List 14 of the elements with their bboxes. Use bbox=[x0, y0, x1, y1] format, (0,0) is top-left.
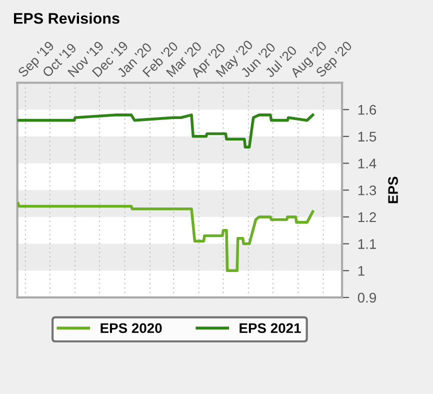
line-series bbox=[17, 114, 314, 149]
y-tick-label: 0.9 bbox=[358, 292, 376, 303]
y-tick-label: 1.6 bbox=[358, 104, 376, 115]
legend-label: EPS 2021 bbox=[240, 323, 301, 334]
legend-label: EPS 2020 bbox=[100, 323, 162, 334]
chart-title: EPS Revisions bbox=[14, 12, 120, 24]
line-series bbox=[17, 202, 314, 272]
y-tick-label: 1.2 bbox=[358, 212, 376, 222]
y-tick-label: 1.4 bbox=[358, 158, 376, 168]
y-tick-label: 1.1 bbox=[358, 239, 376, 249]
y-tick-label: 1 bbox=[358, 266, 364, 276]
y-tick-label: 1.3 bbox=[358, 185, 376, 196]
y-axis-title: EPS bbox=[388, 176, 398, 204]
y-tick-label: 1.5 bbox=[358, 132, 376, 142]
